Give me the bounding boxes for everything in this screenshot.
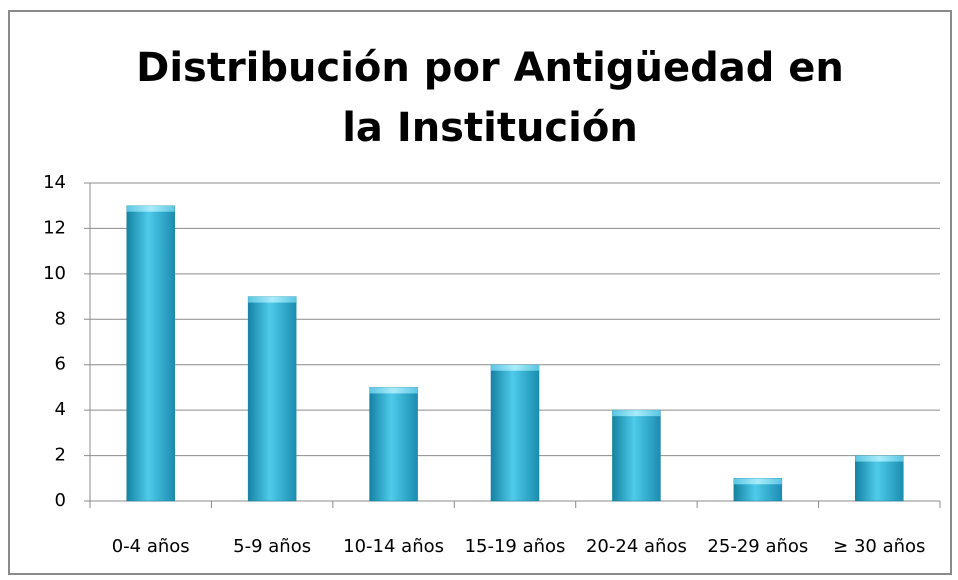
bar [247,296,297,502]
bar-cap [733,478,782,485]
y-tick-label: 14 [43,172,66,193]
x-tick-label: 5-9 años [233,536,311,557]
y-tick-label: 8 [55,308,66,329]
y-tick-label: 4 [55,399,66,420]
bar-cap [369,387,418,394]
x-tick-label: 10-14 años [343,536,444,557]
x-tick-label: 15-19 años [465,536,566,557]
bar-cap [491,364,539,371]
x-tick-label: 0-4 años [112,536,190,557]
bar [612,409,661,502]
bar-cap [126,205,175,212]
chart-border [8,10,952,575]
y-tick-label: 2 [55,445,66,466]
y-tick-label: 6 [55,354,66,375]
chart-title: Distribución por Antigüedad en la Instit… [136,45,844,151]
y-tick-label: 10 [43,263,66,284]
y-tick-label: 0 [55,490,66,511]
x-tick-label: ≥ 30 años [833,536,925,557]
x-tick-label: 20-24 años [586,536,687,557]
bar-cap [855,455,904,462]
bar [126,205,175,502]
bar [490,364,540,502]
y-tick-label: 12 [43,217,66,238]
bar [855,455,904,502]
bar-cap [248,296,297,303]
bar [369,387,418,502]
x-tick-label: 25-29 años [707,536,808,557]
bar-cap [612,410,661,417]
